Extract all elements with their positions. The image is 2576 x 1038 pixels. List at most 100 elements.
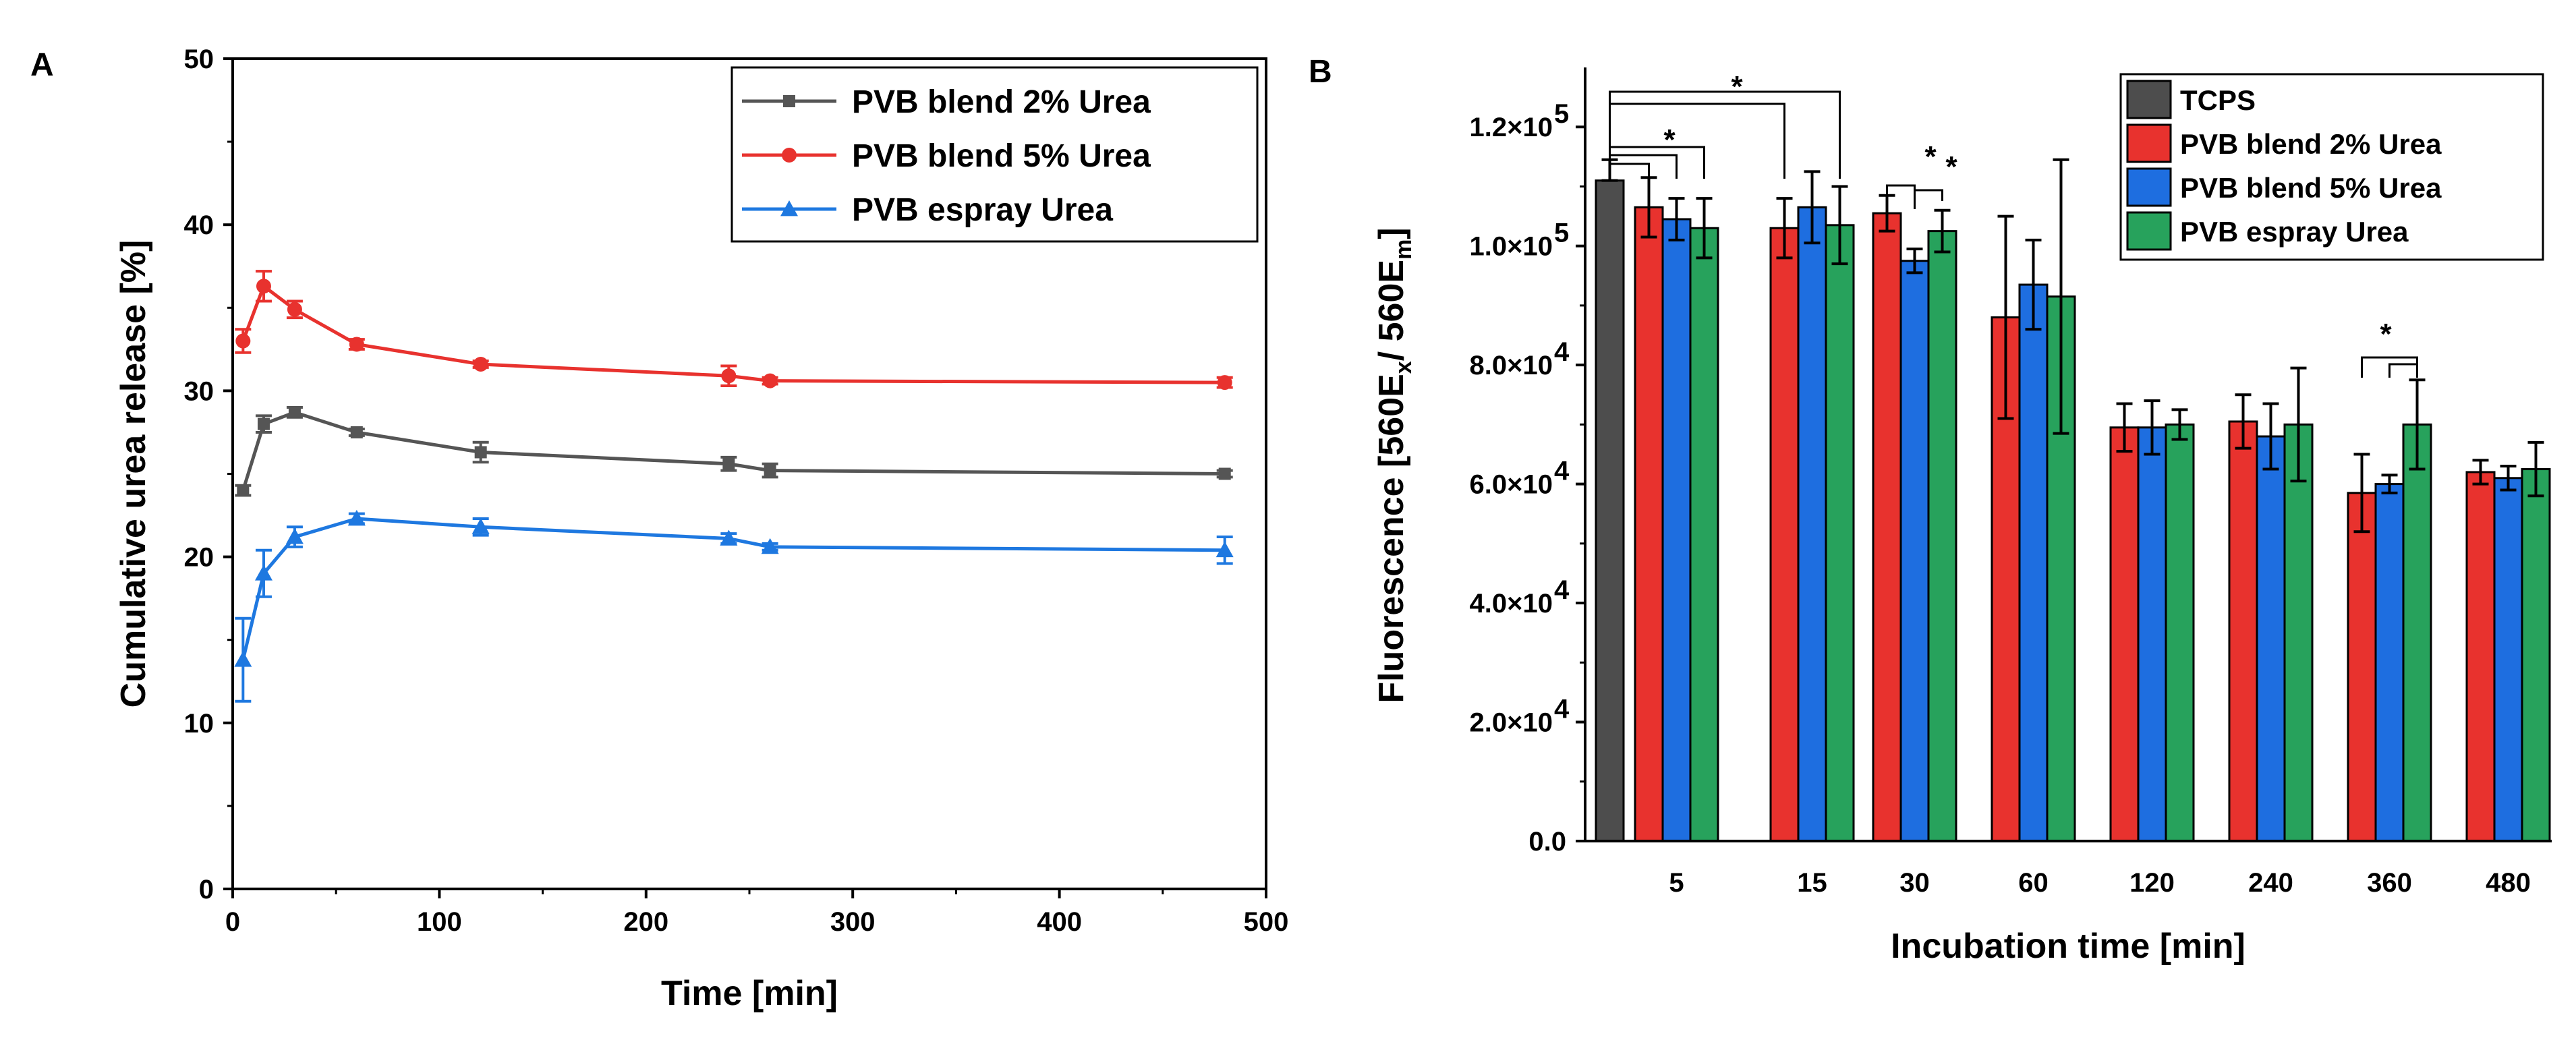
- legend-label: PVB blend 2% Urea: [852, 84, 1151, 120]
- significance-star: *: [1945, 150, 1957, 183]
- y-tick-label-b: 4.0×10: [1470, 589, 1553, 618]
- legend-swatch: [2126, 167, 2172, 207]
- bar: [2109, 426, 2140, 842]
- y-tick-label-b: 6.0×10: [1470, 470, 1553, 500]
- legend-label: PVB blend 2% Urea: [2180, 128, 2442, 160]
- error-bar: [2144, 399, 2160, 456]
- y-tick-label-a: 40: [184, 210, 214, 240]
- bar-group-30: [1872, 194, 1957, 842]
- series-a-3: [234, 509, 1234, 703]
- y-axis-title-part: / 560E: [1372, 260, 1411, 361]
- data-point: [1217, 375, 1232, 391]
- data-point: [257, 417, 270, 430]
- y-tick-label-a: 10: [184, 709, 214, 739]
- legend-box-b: [2119, 73, 2544, 261]
- y-tick-label-a: 0: [199, 875, 214, 904]
- legend-marker: [780, 200, 798, 217]
- legend-marker: [782, 148, 797, 163]
- bar: [1689, 227, 1719, 842]
- series-line: [241, 517, 1225, 660]
- error-bar: [2472, 459, 2489, 486]
- data-point: [349, 337, 364, 352]
- data-point: [1215, 541, 1234, 558]
- y-axis-title-part: m: [1391, 239, 1416, 260]
- data-point: [471, 518, 490, 534]
- bar-group-360: [2347, 378, 2432, 842]
- significance-star: *: [1731, 70, 1743, 103]
- error-bar: [1934, 208, 1951, 254]
- x-tick-label-b: 30: [1899, 868, 1930, 898]
- control-bar-group: [1595, 158, 1625, 842]
- significance-brackets: [1609, 90, 2418, 378]
- data-point: [237, 484, 250, 497]
- bracket-15-a: [1609, 103, 1785, 179]
- bar: [2347, 492, 2377, 842]
- x-tick-label-b: 60: [2018, 868, 2049, 898]
- error-bar: [2171, 408, 2188, 441]
- data-point: [347, 509, 366, 526]
- data-point: [287, 301, 302, 317]
- bar: [2256, 435, 2286, 842]
- x-tick-label-a: 400: [1037, 907, 1082, 937]
- line-chart-urea-release: 0 100 200 300 400 500 0 10 20 30 40 50 Time [min] Cum…: [114, 45, 1288, 1013]
- error-bar: [1906, 248, 1923, 275]
- data-point: [234, 651, 252, 667]
- legend-label: TCPS: [2180, 84, 2256, 116]
- bar: [2018, 283, 2049, 842]
- bar-tcps: [1595, 179, 1625, 842]
- y-tick-exponent-b: 4: [1554, 457, 1570, 486]
- x-tick-label-a: 300: [830, 907, 876, 937]
- bar: [1927, 230, 1957, 842]
- data-point: [720, 529, 738, 546]
- legend-swatch: [2126, 123, 2172, 163]
- data-point: [288, 406, 301, 419]
- bar-group-5: [1634, 176, 1719, 842]
- bracket-30-a: [1886, 184, 1916, 209]
- bracket-30-b: [1914, 189, 1943, 209]
- data-point: [1218, 467, 1231, 480]
- data-point: [722, 457, 735, 470]
- legend-swatch: [2126, 80, 2172, 119]
- x-tick-label-b: 15: [1797, 868, 1827, 898]
- legend-label: PVB blend 5% Urea: [2180, 172, 2442, 204]
- bar: [2402, 423, 2432, 842]
- bar: [1825, 224, 1855, 842]
- bar-group-240: [2228, 366, 2314, 842]
- bar-group-15: [1769, 170, 1855, 842]
- bar: [1634, 206, 1664, 842]
- legend-swatch: [2126, 211, 2172, 251]
- y-tick-exponent-b: 4: [1554, 575, 1570, 605]
- bar: [1899, 260, 1930, 842]
- bar-group-60: [1991, 158, 2076, 842]
- bar: [2465, 471, 2496, 842]
- error-bar: [2116, 402, 2133, 453]
- y-tick-label-b: 1.0×10: [1470, 232, 1553, 262]
- x-tick-label-a: 100: [417, 907, 462, 937]
- bar: [2521, 468, 2551, 842]
- bracket-15-b: [1609, 90, 1841, 179]
- x-tick-label-b: 240: [2248, 868, 2293, 898]
- error-bar: [2290, 366, 2307, 483]
- x-axis-title-a: Time [min]: [661, 974, 838, 1013]
- significance-star: *: [1924, 140, 1937, 173]
- error-bar: [1668, 197, 1685, 241]
- error-bar: [2500, 465, 2517, 492]
- x-tick-label-a: 500: [1244, 907, 1289, 937]
- error-bar: [1997, 214, 2014, 420]
- series-line: [241, 410, 1225, 491]
- y-tick-label-a: 50: [184, 45, 214, 74]
- x-tick-label-b: 120: [2129, 868, 2175, 898]
- data-point: [721, 368, 737, 384]
- data-point: [235, 333, 251, 349]
- y-tick-exponent-b: 5: [1554, 99, 1569, 129]
- bar: [2137, 426, 2167, 842]
- error-bar: [2262, 402, 2279, 471]
- x-tick-label-b: 5: [1669, 868, 1684, 898]
- significance-star: *: [1663, 123, 1676, 156]
- y-tick-label-b: 1.2×10: [1470, 113, 1553, 142]
- bar: [1769, 227, 1800, 842]
- series-line: [241, 283, 1225, 384]
- bar: [2493, 477, 2523, 842]
- y-axis-title-part: x: [1391, 361, 1416, 374]
